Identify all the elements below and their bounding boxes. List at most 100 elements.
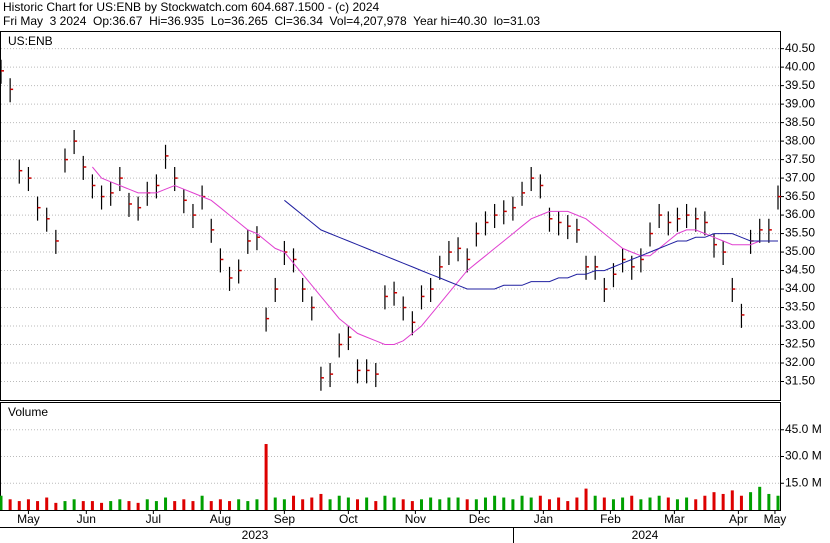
volume-bar [602, 497, 606, 510]
volume-bar [374, 501, 378, 510]
volume-bar [666, 497, 670, 510]
y-tick-label: 33.50 [785, 300, 815, 314]
volume-bar [529, 497, 533, 510]
volume-bar [228, 501, 232, 510]
volume-bar [465, 499, 469, 510]
y-tick-label: 36.50 [785, 189, 815, 203]
volume-bar [566, 501, 570, 510]
volume-bar [639, 499, 643, 510]
y-tick-label: 32.00 [785, 355, 815, 369]
y-tick-label: 40.00 [785, 59, 815, 73]
volume-bar [36, 501, 40, 510]
volume-bar [218, 499, 222, 510]
x-tick-label: Dec [469, 512, 490, 526]
volume-bar [209, 501, 213, 510]
x-tick-label: Nov [405, 512, 426, 526]
volume-bar [26, 499, 30, 510]
volume-bar [429, 497, 433, 510]
volume-bar [575, 497, 579, 510]
volume-bar [520, 495, 524, 510]
x-tick-label: May [764, 512, 787, 526]
symbol-label: US:ENB [8, 34, 53, 48]
volume-bar [474, 499, 478, 510]
volume-bar [365, 497, 369, 510]
volume-bar [282, 499, 286, 510]
volume-bar [63, 501, 67, 510]
volume-bar [483, 497, 487, 510]
volume-bar [191, 501, 195, 510]
volume-bar [319, 493, 323, 510]
volume-bar [694, 499, 698, 510]
volume-bar [493, 495, 497, 510]
volume-tick-label: 45.0 M [785, 422, 822, 436]
x-tick-label: Jun [77, 512, 96, 526]
volume-bar [392, 497, 396, 510]
volume-bar [154, 501, 158, 510]
y-tick-label: 39.00 [785, 96, 815, 110]
volume-bar [45, 497, 49, 510]
volume-bar [118, 499, 122, 510]
volume-bar [621, 497, 625, 510]
volume-bar [127, 501, 131, 510]
volume-bar [136, 502, 140, 510]
volume-bar [246, 501, 250, 510]
x-tick-label: Mar [664, 512, 685, 526]
volume-bar [255, 499, 259, 510]
moving-average [92, 166, 778, 345]
volume-bar [721, 493, 725, 510]
volume-bar [264, 444, 268, 510]
volume-bar [356, 499, 360, 510]
volume-bar [337, 495, 341, 510]
volume-bar [90, 501, 94, 510]
volume-bar [237, 499, 241, 510]
volume-bar [456, 497, 460, 510]
volume-bar [200, 495, 204, 510]
x-tick-label: May [17, 512, 40, 526]
x-tick-label: Oct [339, 512, 358, 526]
volume-bar [173, 501, 177, 510]
x-tick-label: Jan [534, 512, 553, 526]
volume-bar [749, 492, 753, 510]
volume-bar [8, 499, 12, 510]
volume-bar [758, 486, 762, 510]
price-frame [0, 31, 781, 401]
volume-bar [72, 499, 76, 510]
volume-bar [292, 495, 296, 510]
y-tick-label: 37.50 [785, 152, 815, 166]
y-tick-label: 34.00 [785, 281, 815, 295]
volume-bar [164, 497, 168, 510]
volume-bar [410, 501, 414, 510]
year-label: 2024 [632, 528, 659, 542]
volume-tick-label: 30.0 M [785, 449, 822, 463]
x-tick-label: Jul [146, 512, 161, 526]
volume-bar [0, 495, 3, 510]
y-tick-label: 39.50 [785, 78, 815, 92]
volume-bar [502, 497, 506, 510]
volume-bar [100, 502, 104, 510]
y-tick-label: 37.00 [785, 170, 815, 184]
volume-bar [703, 495, 707, 510]
volume-bar [438, 499, 442, 510]
volume-bar [401, 499, 405, 510]
year-label: 2023 [242, 528, 269, 542]
volume-bar [767, 493, 771, 510]
y-tick-label: 36.00 [785, 207, 815, 221]
chart-subtitle: Fri May 3 2024 Op:36.67 Hi=36.935 Lo=36.… [3, 14, 540, 28]
volume-bar [383, 495, 387, 510]
volume-bar [419, 499, 423, 510]
y-tick-label: 31.50 [785, 374, 815, 388]
volume-bar [310, 497, 314, 510]
volume-bar [584, 488, 588, 510]
volume-label: Volume [8, 405, 48, 419]
y-tick-label: 35.00 [785, 244, 815, 258]
y-tick-label: 38.00 [785, 133, 815, 147]
volume-bar [511, 499, 515, 510]
x-tick-label: Aug [210, 512, 231, 526]
y-tick-label: 40.50 [785, 41, 815, 55]
volume-bar [739, 495, 743, 510]
volume-bar [54, 502, 58, 510]
volume-bar [675, 499, 679, 510]
volume-bar [81, 501, 85, 510]
y-tick-label: 32.50 [785, 337, 815, 351]
